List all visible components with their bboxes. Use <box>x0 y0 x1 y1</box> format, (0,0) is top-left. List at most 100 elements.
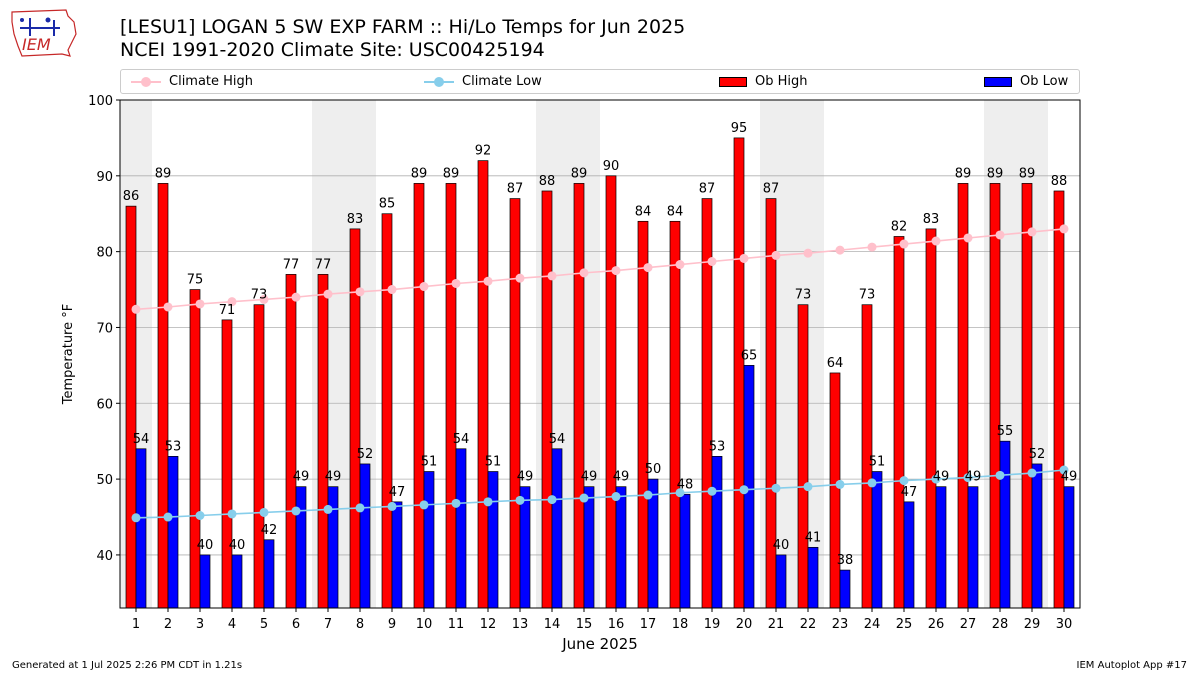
ob-high-label: 84 <box>635 204 652 219</box>
x-tick-label: 17 <box>640 617 657 632</box>
x-tick-label: 26 <box>928 617 945 632</box>
climate-high-point <box>899 239 909 249</box>
ob-low-bar <box>167 456 179 609</box>
climate-low-point <box>739 485 749 495</box>
ob-low-label: 40 <box>197 538 214 553</box>
ob-high-label: 85 <box>379 197 396 212</box>
y-tick-label: 100 <box>88 94 113 109</box>
ob-high-bar <box>509 198 521 609</box>
ob-high-label: 92 <box>475 144 492 159</box>
x-tick-label: 5 <box>260 617 268 632</box>
ob-low-label: 49 <box>581 470 598 485</box>
ob-low-bar <box>135 448 147 609</box>
x-tick-label: 12 <box>480 617 497 632</box>
climate-high-point <box>419 282 429 292</box>
legend-label-ob-high: Ob High <box>755 74 808 89</box>
x-tick-label: 3 <box>196 617 204 632</box>
climate-low-point <box>419 500 429 510</box>
ob-high-label: 84 <box>667 204 684 219</box>
ob-low-bar <box>455 448 467 609</box>
chart-title: [LESU1] LOGAN 5 SW EXP FARM :: Hi/Lo Tem… <box>120 16 685 62</box>
y-tick-label: 90 <box>96 170 113 185</box>
climate-high-point <box>675 260 685 270</box>
ob-high-bar <box>189 289 201 609</box>
ob-low-bar <box>231 554 243 609</box>
climate-low-point <box>643 490 653 500</box>
ob-low-label: 54 <box>549 432 566 447</box>
ob-high-bar <box>1053 190 1065 609</box>
x-tick-label: 1 <box>132 617 140 632</box>
ob-high-bar <box>573 183 585 609</box>
x-tick-label: 18 <box>672 617 689 632</box>
ob-high-label: 89 <box>411 166 428 181</box>
climate-low-point <box>387 501 397 511</box>
climate-high-point <box>195 299 205 309</box>
ob-high-bar <box>445 183 457 609</box>
ob-high-label: 73 <box>859 288 876 303</box>
climate-high-point <box>707 256 717 266</box>
ob-low-bar <box>871 471 883 609</box>
ob-low-label: 49 <box>933 470 950 485</box>
climate-high-point <box>739 253 749 263</box>
ob-high-label: 83 <box>923 212 940 227</box>
ob-high-bar <box>413 183 425 609</box>
x-tick-label: 13 <box>512 617 529 632</box>
ob-high-label: 87 <box>507 182 524 197</box>
ob-low-label: 51 <box>869 455 886 470</box>
climate-high-point <box>611 266 621 276</box>
ob-high-bar <box>221 319 233 609</box>
ob-low-bar <box>263 539 275 609</box>
climate-high-point <box>355 287 365 297</box>
climate-high-point <box>291 292 301 302</box>
climate-high-line <box>135 228 1065 311</box>
climate-low-point <box>579 493 589 503</box>
climate-low-swatch <box>424 73 454 91</box>
ob-high-bar <box>317 274 329 609</box>
ob-high-label: 89 <box>987 166 1004 181</box>
ob-low-label: 47 <box>389 485 406 500</box>
ob-high-bar <box>1021 183 1033 609</box>
ob-high-bar <box>893 236 905 609</box>
x-tick-label: 20 <box>736 617 753 632</box>
ob-low-bar <box>1063 486 1075 609</box>
climate-high-point <box>643 263 653 273</box>
ob-high-bar <box>477 160 489 609</box>
x-tick-label: 8 <box>356 617 364 632</box>
ob-low-bar <box>519 486 531 609</box>
ob-high-bar <box>733 137 745 609</box>
x-tick-label: 10 <box>416 617 433 632</box>
ob-low-label: 41 <box>805 530 822 545</box>
ob-low-bar <box>903 501 915 609</box>
x-tick-label: 16 <box>608 617 625 632</box>
ob-low-label: 49 <box>293 470 310 485</box>
ob-low-bar <box>679 493 691 609</box>
x-tick-label: 6 <box>292 617 300 632</box>
ob-high-bar <box>637 220 649 609</box>
climate-low-point <box>259 507 269 517</box>
x-axis-label: June 2025 <box>561 635 638 653</box>
climate-low-point <box>131 513 141 523</box>
ob-high-label: 73 <box>251 288 268 303</box>
chart-legend: Climate High Climate Low Ob High Ob Low <box>120 69 1080 94</box>
ob-low-bar <box>615 486 627 609</box>
ob-high-label: 89 <box>571 166 588 181</box>
climate-low-point <box>323 504 333 514</box>
y-tick-label: 60 <box>96 397 113 412</box>
ob-low-label: 48 <box>677 477 694 492</box>
ob-high-label: 73 <box>795 288 812 303</box>
climate-high-point <box>227 297 237 307</box>
ob-low-label: 51 <box>485 455 502 470</box>
x-tick-label: 29 <box>1024 617 1041 632</box>
ob-low-label: 40 <box>229 538 246 553</box>
climate-high-point <box>931 236 941 246</box>
ob-high-bar <box>157 183 169 609</box>
ob-high-bar <box>957 183 969 609</box>
ob-high-bar <box>669 220 681 609</box>
climate-high-point <box>963 233 973 243</box>
x-tick-label: 11 <box>448 617 465 632</box>
ob-high-bar <box>989 183 1001 609</box>
ob-low-label: 54 <box>453 432 470 447</box>
ob-low-label: 47 <box>901 485 918 500</box>
climate-low-point <box>291 506 301 516</box>
climate-low-line <box>135 469 1065 519</box>
